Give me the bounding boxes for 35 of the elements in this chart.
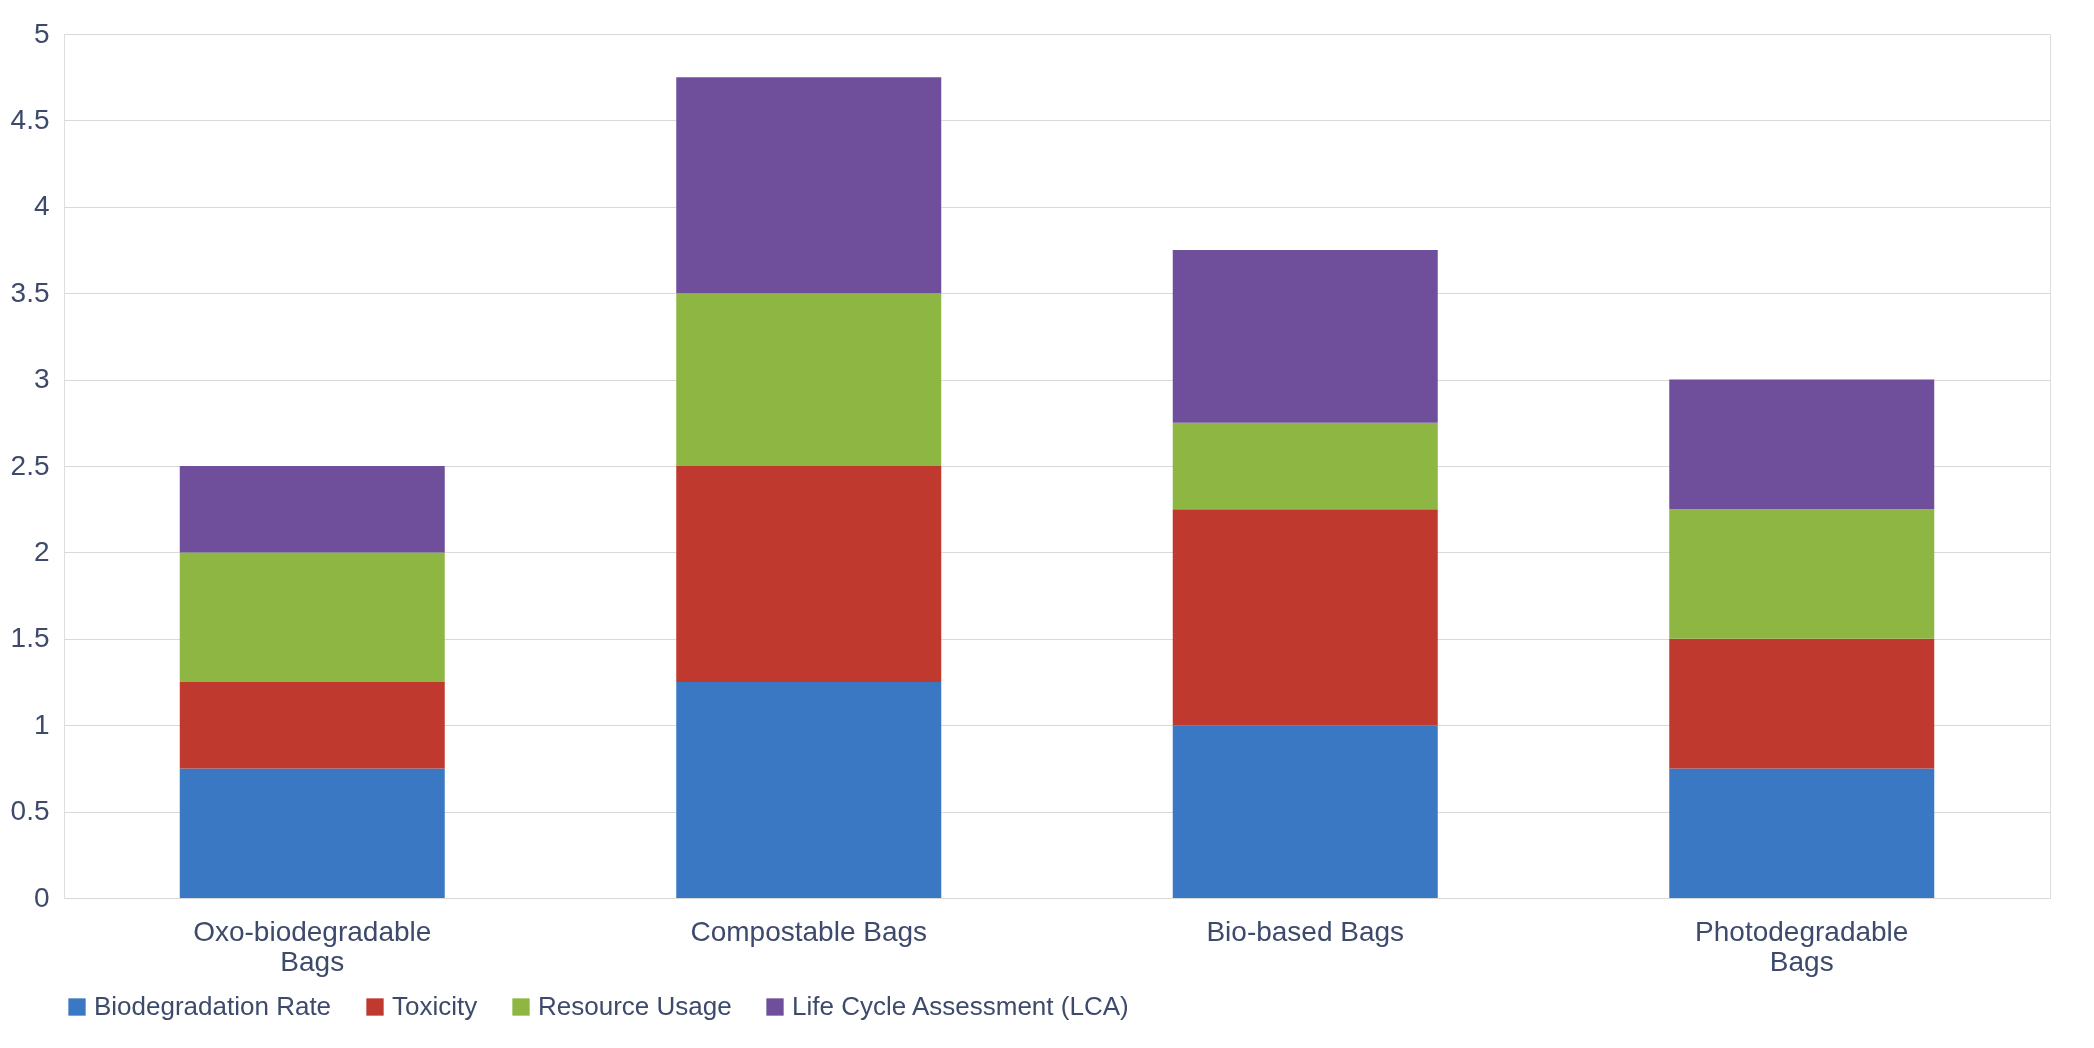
bar [179, 768, 445, 898]
bar [1172, 250, 1438, 423]
bar [676, 77, 942, 294]
x-tick-label: Photodegradable Bags [1695, 915, 1909, 977]
y-tick-label: 5 [33, 17, 50, 49]
y-tick-label: 2.5 [10, 449, 50, 481]
y-tick-label: 0 [33, 881, 50, 913]
bar [1669, 638, 1935, 769]
legend-label: Biodegradation Rate [94, 991, 332, 1021]
y-tick-label: 3 [33, 363, 50, 395]
legend-label: Life Cycle Assessment (LCA) [792, 991, 1129, 1021]
bar [1669, 768, 1935, 898]
y-tick-label: 3.5 [10, 276, 50, 308]
bar [676, 466, 942, 682]
bar [1172, 422, 1438, 510]
bar [1669, 509, 1935, 639]
bar [1669, 379, 1935, 510]
y-tick-label: 1 [33, 708, 50, 740]
bar [676, 682, 942, 898]
y-tick-label: 2 [33, 535, 50, 567]
y-tick-label: 1.5 [10, 622, 50, 654]
legend-label: Toxicity [392, 991, 478, 1021]
bar [676, 293, 942, 466]
y-tick-label: 4.5 [10, 103, 50, 135]
bar [179, 466, 445, 553]
x-tick-label: Oxo-biodegradable Bags [193, 915, 432, 977]
x-tick-label: Compostable Bags [690, 915, 928, 947]
y-tick-label: 4 [33, 190, 50, 222]
bar [179, 552, 445, 682]
bar [179, 682, 445, 769]
y-tick-label: 0.5 [10, 795, 50, 827]
bar [1172, 509, 1438, 726]
bar [1172, 725, 1438, 898]
x-tick-label: Bio-based Bags [1206, 915, 1405, 947]
legend-label: Resource Usage [538, 991, 732, 1021]
